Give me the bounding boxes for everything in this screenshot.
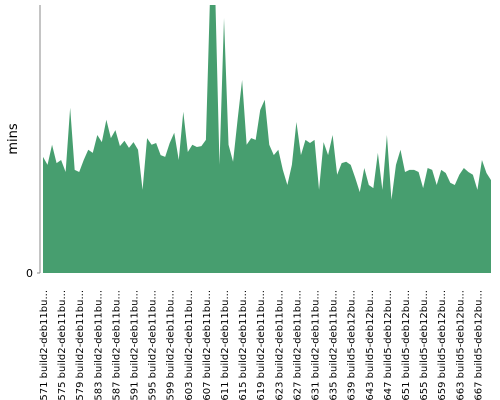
x-tick-label: #611 build2-deb11bu... <box>220 290 231 400</box>
x-tick-label: #607 build2-deb11bu... <box>202 290 213 400</box>
x-tick-label: #579 build2-deb11bu... <box>75 290 86 400</box>
x-tick-label: #591 build2-deb11bu... <box>130 290 141 400</box>
x-tick-label: #623 build2-deb11bu... <box>274 290 285 400</box>
x-tick-label: #643 build5-deb12bu... <box>365 290 376 400</box>
x-tick-label: #583 build2-deb11bu... <box>93 290 104 400</box>
x-tick-label: #635 build2-deb11bu... <box>329 290 340 400</box>
x-tick-label: #575 build2-deb11bu... <box>57 290 68 400</box>
x-tick-label: #603 build2-deb11bu... <box>184 290 195 400</box>
x-tick-label: #655 build5-deb12bu... <box>419 290 430 400</box>
x-tick-label: #639 build5-deb12bu... <box>347 290 358 400</box>
x-tick-label: #659 build5-deb12bu... <box>437 290 448 400</box>
x-tick-label: #619 build2-deb11bu... <box>256 290 267 400</box>
y-axis-label: mins <box>6 123 21 155</box>
x-tick-label: #631 build2-deb11bu... <box>311 290 322 400</box>
x-tick-label: #571 build2-deb11bu... <box>39 290 50 400</box>
x-tick-label: #667 build5-deb12bu... <box>473 290 484 400</box>
x-tick-label: #647 build5-deb12bu... <box>383 290 394 400</box>
x-tick-label: #651 build5-deb12bu... <box>401 290 412 400</box>
x-tick-label: #615 build2-deb11bu... <box>238 290 249 400</box>
y-tick-label: 0 <box>26 267 33 280</box>
x-tick-label: #595 build2-deb11bu... <box>148 290 159 400</box>
x-tick-label: #627 build2-deb11bu... <box>292 290 303 400</box>
x-tick-label: #599 build2-deb11bu... <box>166 290 177 400</box>
x-tick-label: #587 build2-deb11bu... <box>111 290 122 400</box>
area <box>43 5 491 273</box>
x-tick-label: #663 build5-deb12bu... <box>455 290 466 400</box>
